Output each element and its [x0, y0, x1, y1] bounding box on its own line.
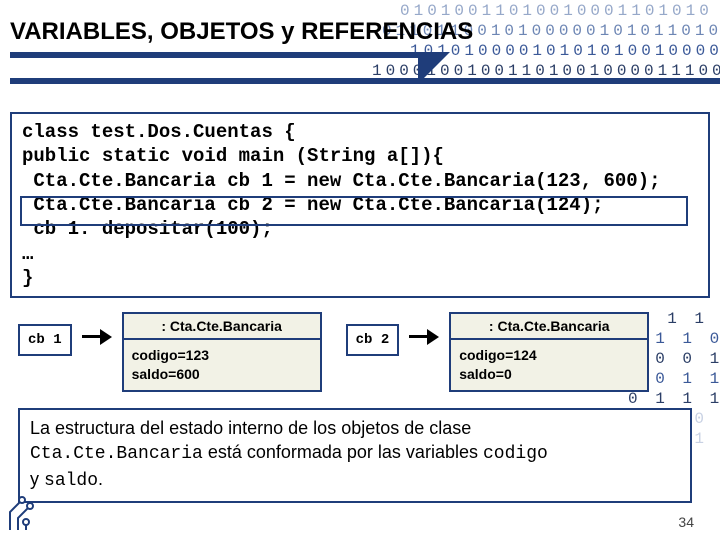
- object-diagram-row: cb 1 : Cta.Cte.Bancaria codigo=123 saldo…: [18, 312, 720, 392]
- variable-box: cb 1: [18, 324, 72, 356]
- object-box: : Cta.Cte.Bancaria codigo=123 saldo=600: [122, 312, 322, 392]
- note-mono: Cta.Cte.Bancaria: [30, 444, 203, 464]
- object-field: saldo=0: [459, 365, 639, 384]
- diagram-unit: cb 2 : Cta.Cte.Bancaria codigo=124 saldo…: [346, 312, 650, 392]
- title-underline: [10, 52, 720, 84]
- variable-box: cb 2: [346, 324, 400, 356]
- highlight-rect: [20, 196, 688, 226]
- code-block: class test.Dos.Cuentas { public static v…: [10, 112, 710, 298]
- object-class-label: : Cta.Cte.Bancaria: [124, 314, 320, 340]
- object-class-label: : Cta.Cte.Bancaria: [451, 314, 647, 340]
- binary-line: 0 1 1 1 0: [628, 390, 720, 408]
- diagram-unit: cb 1 : Cta.Cte.Bancaria codigo=123 saldo…: [18, 312, 322, 392]
- object-field: codigo=123: [132, 346, 312, 365]
- object-box: : Cta.Cte.Bancaria codigo=124 saldo=0: [449, 312, 649, 392]
- slide-title: VARIABLES, OBJETOS y REFERENCIAS: [10, 18, 720, 46]
- note-text: .: [98, 469, 103, 489]
- explanation-box: La estructura del estado interno de los …: [18, 408, 692, 503]
- arrow-icon: [82, 330, 112, 344]
- page-number: 34: [678, 514, 694, 530]
- note-text: está conformada por las variables: [203, 442, 483, 462]
- circuit-icon: [4, 482, 58, 536]
- slide-header: VARIABLES, OBJETOS y REFERENCIAS: [0, 0, 720, 84]
- object-field: codigo=124: [459, 346, 639, 365]
- object-field: saldo=600: [132, 365, 312, 384]
- note-mono: codigo: [483, 444, 548, 464]
- arrow-icon: [409, 330, 439, 344]
- note-text: La estructura del estado interno de los …: [30, 418, 471, 438]
